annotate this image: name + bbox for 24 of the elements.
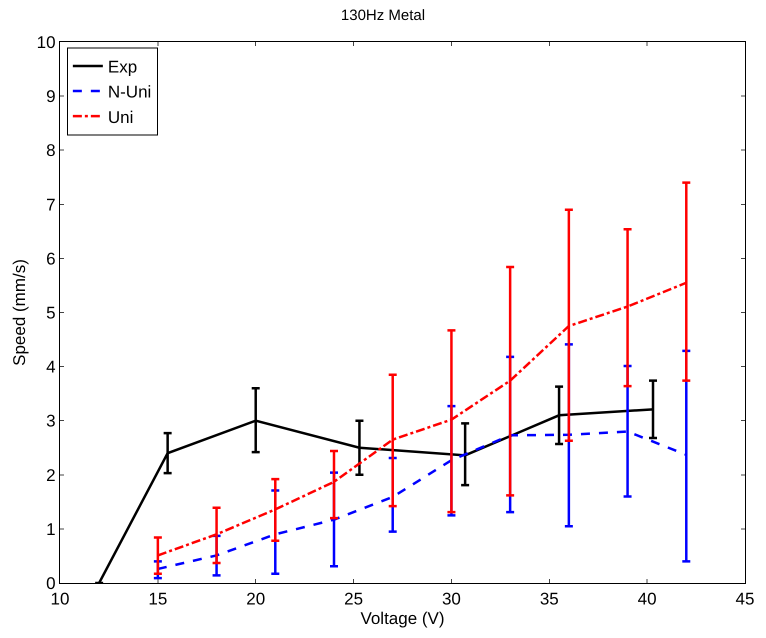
x-tick-label: 40 xyxy=(638,589,657,608)
y-tick-label: 4 xyxy=(46,358,56,377)
y-tick-label: 7 xyxy=(46,195,56,214)
chart-title: 130Hz Metal xyxy=(340,7,426,24)
y-tick-label: 0 xyxy=(46,574,56,593)
legend-label: Uni xyxy=(108,108,134,127)
y-tick-label: 5 xyxy=(46,303,56,322)
x-tick-label: 15 xyxy=(148,589,168,608)
y-tick-label: 6 xyxy=(46,249,56,268)
y-tick-label: 10 xyxy=(36,32,56,52)
x-tick-label: 30 xyxy=(442,589,461,608)
x-tick-label: 25 xyxy=(344,589,364,608)
y-axis-title: Speed (mm/s) xyxy=(10,259,30,366)
x-tick-label: 35 xyxy=(540,589,559,608)
y-tick-label: 8 xyxy=(46,141,56,160)
legend-label: N-Uni xyxy=(108,82,152,102)
x-axis-title: Voltage (V) xyxy=(360,608,445,628)
legend-label: Exp xyxy=(108,58,138,77)
x-tick-label: 45 xyxy=(736,589,754,608)
y-tick-label: 3 xyxy=(46,412,56,431)
x-tick-label: 20 xyxy=(246,589,266,608)
y-tick-label: 2 xyxy=(46,466,56,485)
y-tick-label: 1 xyxy=(46,520,56,539)
y-tick-label: 9 xyxy=(46,87,56,106)
